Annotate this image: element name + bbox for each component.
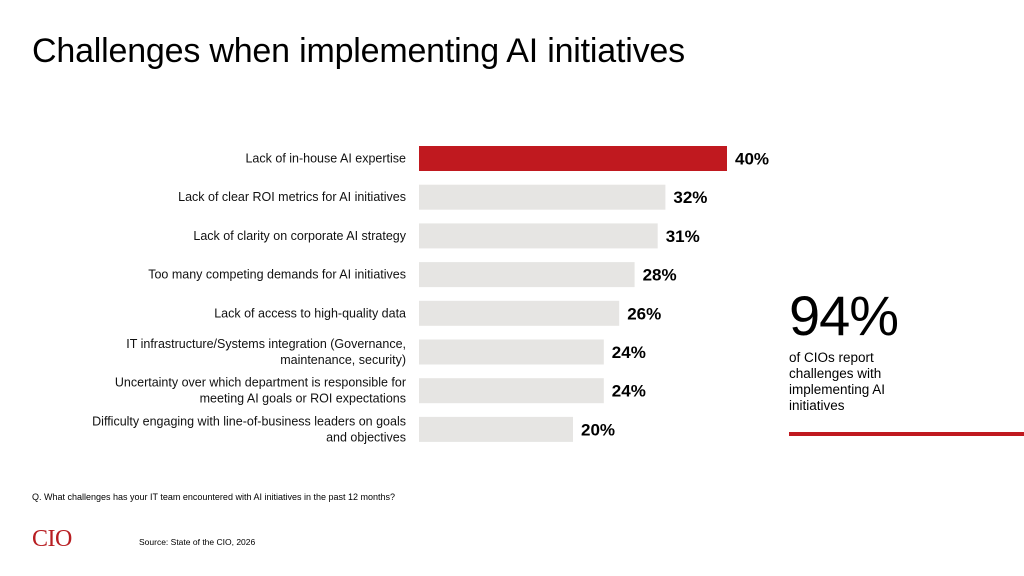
callout: 94% of CIOs report challenges with imple… [789, 286, 989, 414]
value-label-5: 24% [612, 343, 646, 362]
bar-1 [419, 184, 666, 210]
callout-value: 94% [789, 284, 899, 347]
cio-logo: CIO [32, 526, 72, 552]
bar-2 [419, 223, 658, 249]
bar-4 [419, 300, 620, 326]
value-label-4: 26% [627, 304, 661, 323]
category-label-0: Lack of in-house AI expertise [245, 152, 406, 166]
category-label-2: Lack of clarity on corporate AI strategy [193, 229, 406, 243]
survey-question: Q. What challenges has your IT team enco… [32, 492, 396, 502]
bar-7 [419, 416, 573, 442]
callout-divider [789, 432, 1024, 436]
bar-3 [419, 262, 635, 288]
value-label-6: 24% [612, 382, 646, 401]
category-label-1: Lack of clear ROI metrics for AI initiat… [178, 190, 406, 204]
category-label-4: Lack of access to high-quality data [214, 306, 406, 320]
category-label-5: IT infrastructure/Systems integration (G… [126, 337, 406, 367]
source-note: Source: State of the CIO, 2026 [139, 537, 256, 547]
value-label-1: 32% [673, 188, 707, 207]
value-label-0: 40% [735, 150, 769, 169]
bar-0 [419, 146, 727, 171]
category-label-7: Difficulty engaging with line-of-busines… [92, 414, 406, 444]
value-label-3: 28% [643, 266, 677, 285]
bar-5 [419, 339, 604, 365]
category-label-3: Too many competing demands for AI initia… [148, 268, 406, 282]
category-label-6: Uncertainty over which department is res… [115, 376, 406, 406]
callout-text: of CIOs report challenges with implement… [789, 350, 886, 413]
value-label-7: 20% [581, 420, 615, 439]
bar-chart: 40% Lack of in-house AI expertise 32% Lack … [92, 146, 769, 444]
value-label-2: 31% [666, 227, 700, 246]
page-title: Challenges when implementing AI initiati… [32, 32, 685, 70]
bar-6 [419, 378, 604, 404]
